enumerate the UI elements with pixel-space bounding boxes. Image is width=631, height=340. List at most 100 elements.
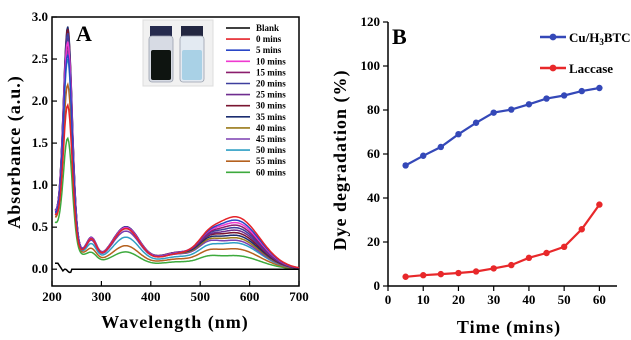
panel-b-legend-label-tail: BTC bbox=[604, 30, 631, 45]
panel-b-x-tick-label: 10 bbox=[417, 292, 430, 307]
panel-a-plot-frame bbox=[51, 16, 300, 287]
panel-b-data-point bbox=[420, 152, 427, 159]
panel-a-series-lines bbox=[54, 26, 300, 274]
panel-a-x-tick-label: 500 bbox=[190, 289, 210, 304]
panel-a-x-tick-label: 700 bbox=[289, 289, 309, 304]
panel-b-y-tick-label: 0 bbox=[374, 278, 381, 293]
panel-b-series bbox=[402, 84, 603, 280]
panel-a-y-tick-label: 1.5 bbox=[32, 135, 49, 150]
panel-b-legend-label: Laccase bbox=[569, 61, 613, 76]
panel-b-y-axis: 0 20 40 60 80 100 120 bbox=[361, 14, 388, 293]
panel-b-y-tick-label: 80 bbox=[367, 102, 380, 117]
panel-a-legend-label: 0 mins bbox=[256, 34, 282, 44]
panel-b-x-tick-label: 40 bbox=[522, 292, 535, 307]
panel-a-x-tick-label: 200 bbox=[42, 289, 62, 304]
panel-a-legend-label: 45 mins bbox=[256, 134, 286, 144]
panel-b-data-point bbox=[578, 226, 585, 233]
panel-b-chart: 0 20 40 60 80 100 120 0 10 20 30 40 50 60 B Cu/H3BTC… bbox=[330, 14, 631, 338]
panel-b-data-point bbox=[472, 119, 480, 126]
panel-b-legend-marker bbox=[549, 64, 557, 72]
panel-b-data-point bbox=[508, 106, 515, 113]
panel-a-y-axis: 0.0 0.5 1.0 1.5 2.0 2.5 3.0 bbox=[32, 9, 57, 276]
panel-a-legend-label: 35 mins bbox=[256, 112, 286, 122]
panel-b-data-point bbox=[543, 95, 550, 102]
panel-a-legend-label: 20 mins bbox=[256, 79, 286, 89]
panel-a-x-tick-label: 400 bbox=[141, 289, 161, 304]
panel-b-data-point bbox=[402, 162, 409, 169]
panel-b-x-tick-label: 30 bbox=[487, 292, 500, 307]
panel-a-y-tick-label: 2.0 bbox=[32, 93, 48, 108]
panel-b-x-tick-label: 60 bbox=[593, 292, 606, 307]
panel-b-legend-label-main: Cu/H bbox=[569, 30, 599, 45]
panel-b-data-point bbox=[437, 270, 445, 278]
panel-a-y-tick-label: 3.0 bbox=[32, 9, 48, 24]
panel-a-legend-label: Blank bbox=[256, 23, 279, 33]
panel-a-legend-label: 50 mins bbox=[256, 145, 286, 155]
panel-a-legend-label: 30 mins bbox=[256, 101, 286, 111]
panel-a-y-tick-label: 0.5 bbox=[32, 219, 49, 234]
panel-a-y-tick-label: 0.0 bbox=[32, 261, 48, 276]
panel-b-y-tick-label: 40 bbox=[367, 190, 380, 205]
panel-a-y-tick-label: 2.5 bbox=[32, 51, 49, 66]
panel-a-series-line bbox=[54, 136, 299, 270]
panel-b-data-point bbox=[455, 269, 462, 277]
panel-b-data-point bbox=[472, 268, 480, 275]
vial-right-clear-dye bbox=[182, 50, 202, 80]
panel-a-x-axis-label: Wavelength (nm) bbox=[101, 312, 249, 333]
panel-b-legend-label: Cu/H3BTC bbox=[569, 30, 631, 47]
panel-b-data-point bbox=[490, 265, 497, 272]
panel-a-x-axis: 200 300 400 500 600 700 bbox=[42, 281, 309, 304]
panel-a-series-line bbox=[54, 81, 300, 270]
panel-a-legend-label: 15 mins bbox=[256, 67, 286, 77]
panel-a-legend-label: 40 mins bbox=[256, 123, 286, 133]
panel-a-x-tick-label: 600 bbox=[240, 289, 260, 304]
panel-b-data-point bbox=[596, 201, 603, 208]
panel-b-legend: Cu/H3BTC Laccase bbox=[540, 30, 631, 76]
panel-b-data-point bbox=[560, 243, 568, 251]
panel-b-y-tick-label: 60 bbox=[367, 146, 380, 161]
panel-b-y-tick-label: 100 bbox=[361, 58, 381, 73]
panel-a-legend-label: 10 mins bbox=[256, 56, 286, 66]
panel-b-data-point bbox=[560, 92, 568, 99]
panel-b-data-point bbox=[543, 249, 550, 257]
panel-a-y-axis-label: Absorbance (a.u.) bbox=[4, 75, 25, 229]
panel-b-data-point bbox=[508, 261, 515, 269]
panel-b-series-line bbox=[405, 203, 601, 278]
panel-a-x-tick-label: 300 bbox=[92, 289, 112, 304]
panel-b-y-tick-label: 120 bbox=[361, 14, 381, 29]
panel-b-x-tick-label: 20 bbox=[452, 292, 465, 307]
panel-b-y-axis-label: Dye degradation (%) bbox=[330, 70, 351, 251]
panel-b-legend-label-subscript: 3 bbox=[599, 37, 604, 47]
panel-a-series-line bbox=[54, 58, 299, 270]
panel-a-legend-label: 25 mins bbox=[256, 90, 286, 100]
vial-left-cap bbox=[150, 26, 172, 36]
panel-a-label: A bbox=[76, 21, 92, 46]
panel-b-data-point bbox=[525, 101, 533, 108]
panel-a-legend-label: 55 mins bbox=[256, 156, 286, 166]
panel-a-chart: 0.0 0.5 1.0 1.5 2.0 2.5 3.0 200 300 400 500 600 700… bbox=[4, 9, 309, 333]
panel-b-data-point bbox=[437, 143, 445, 151]
panel-b-data-point bbox=[455, 131, 462, 138]
panel-a-series-line bbox=[55, 262, 299, 274]
panel-b-x-axis: 0 10 20 30 40 50 60 bbox=[385, 286, 606, 307]
panel-b-y-tick-label: 20 bbox=[367, 234, 380, 249]
vial-left-dark-dye bbox=[151, 50, 171, 80]
panel-a-series-line bbox=[54, 102, 300, 269]
panel-b-x-tick-label: 50 bbox=[558, 292, 571, 307]
panel-b-x-axis-label: Time (mins) bbox=[457, 317, 561, 338]
panel-b-data-point bbox=[525, 254, 533, 262]
panel-b-data-point bbox=[490, 109, 497, 116]
panel-b-x-tick-label: 0 bbox=[385, 292, 392, 307]
panel-a-y-tick-label: 1.0 bbox=[32, 177, 48, 192]
panel-b-label: B bbox=[392, 24, 407, 49]
panel-b-data-point bbox=[578, 87, 585, 95]
panel-b-legend-marker bbox=[549, 33, 557, 41]
panel-b-data-point bbox=[402, 273, 409, 280]
panel-b-series-line bbox=[405, 86, 600, 167]
panel-a-legend-label: 60 mins bbox=[256, 167, 286, 177]
panel-a-legend-label: 5 mins bbox=[256, 45, 282, 55]
vials-photo bbox=[142, 19, 214, 87]
panel-b-data-point bbox=[596, 84, 603, 92]
